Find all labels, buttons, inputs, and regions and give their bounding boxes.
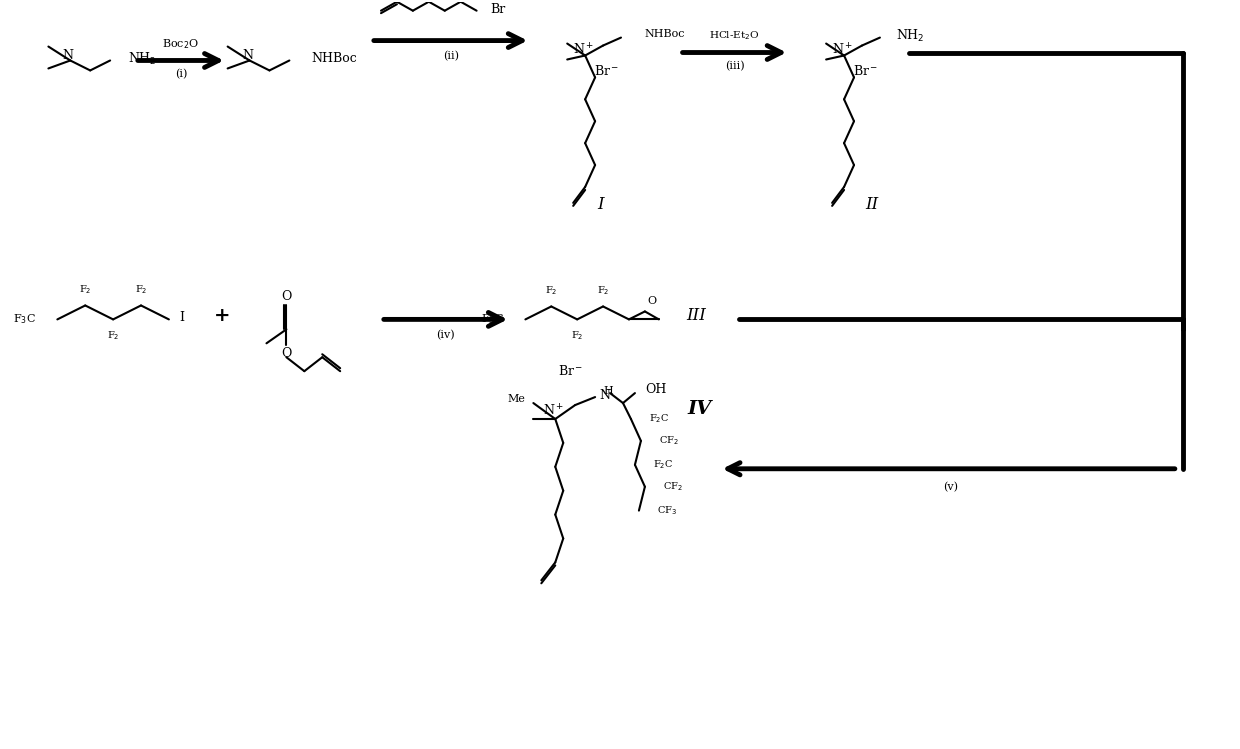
Text: Br: Br [491,3,506,16]
Text: IV: IV [687,400,712,418]
Text: N: N [242,49,253,62]
Text: I: I [179,311,184,324]
Text: F$_3$C: F$_3$C [12,312,36,327]
Text: N: N [599,389,610,401]
Text: F$_2$C: F$_2$C [653,458,673,471]
Text: F$_2$: F$_2$ [135,283,148,296]
Text: F$_2$: F$_2$ [79,283,92,296]
Text: NHBoc: NHBoc [311,52,357,65]
Text: (iv): (iv) [436,330,455,341]
Text: N$^+$: N$^+$ [543,404,564,419]
Text: II: II [866,196,879,213]
Text: O: O [281,347,291,360]
Text: Br$^-$: Br$^-$ [558,364,583,378]
Text: Br$^-$: Br$^-$ [853,64,879,79]
Text: Me: Me [507,394,526,404]
Text: CF$_2$: CF$_2$ [663,480,683,493]
Text: N$^+$: N$^+$ [832,42,853,57]
Text: HCl-Et$_2$O: HCl-Et$_2$O [709,29,760,42]
Text: (iii): (iii) [724,61,744,72]
Text: CF$_3$: CF$_3$ [657,504,677,517]
Text: (v): (v) [944,482,959,492]
Text: NH$_2$: NH$_2$ [895,28,924,43]
Text: +: + [213,307,229,325]
Text: OH: OH [645,383,666,395]
Text: O: O [281,290,291,303]
Text: (i): (i) [175,69,187,79]
Text: NH$_2$: NH$_2$ [128,50,156,67]
Text: (ii): (ii) [443,52,459,61]
Text: F$_2$: F$_2$ [570,329,583,342]
Text: I: I [596,196,604,213]
Text: CF$_2$: CF$_2$ [658,434,678,447]
Text: F$_2$: F$_2$ [546,284,558,297]
Text: O: O [647,297,656,306]
Text: III: III [687,307,707,324]
Text: N: N [63,49,74,62]
Text: NHBoc: NHBoc [645,28,686,39]
Text: F$_2$: F$_2$ [596,284,609,297]
Text: F$_3$C: F$_3$C [481,312,503,327]
Text: Br$^-$: Br$^-$ [594,64,620,79]
Text: H: H [603,386,613,396]
Text: F$_2$: F$_2$ [107,329,119,342]
Text: N$^+$: N$^+$ [573,42,594,57]
Text: Boc$_2$O: Boc$_2$O [162,37,200,52]
Text: F$_2$C: F$_2$C [649,413,670,425]
